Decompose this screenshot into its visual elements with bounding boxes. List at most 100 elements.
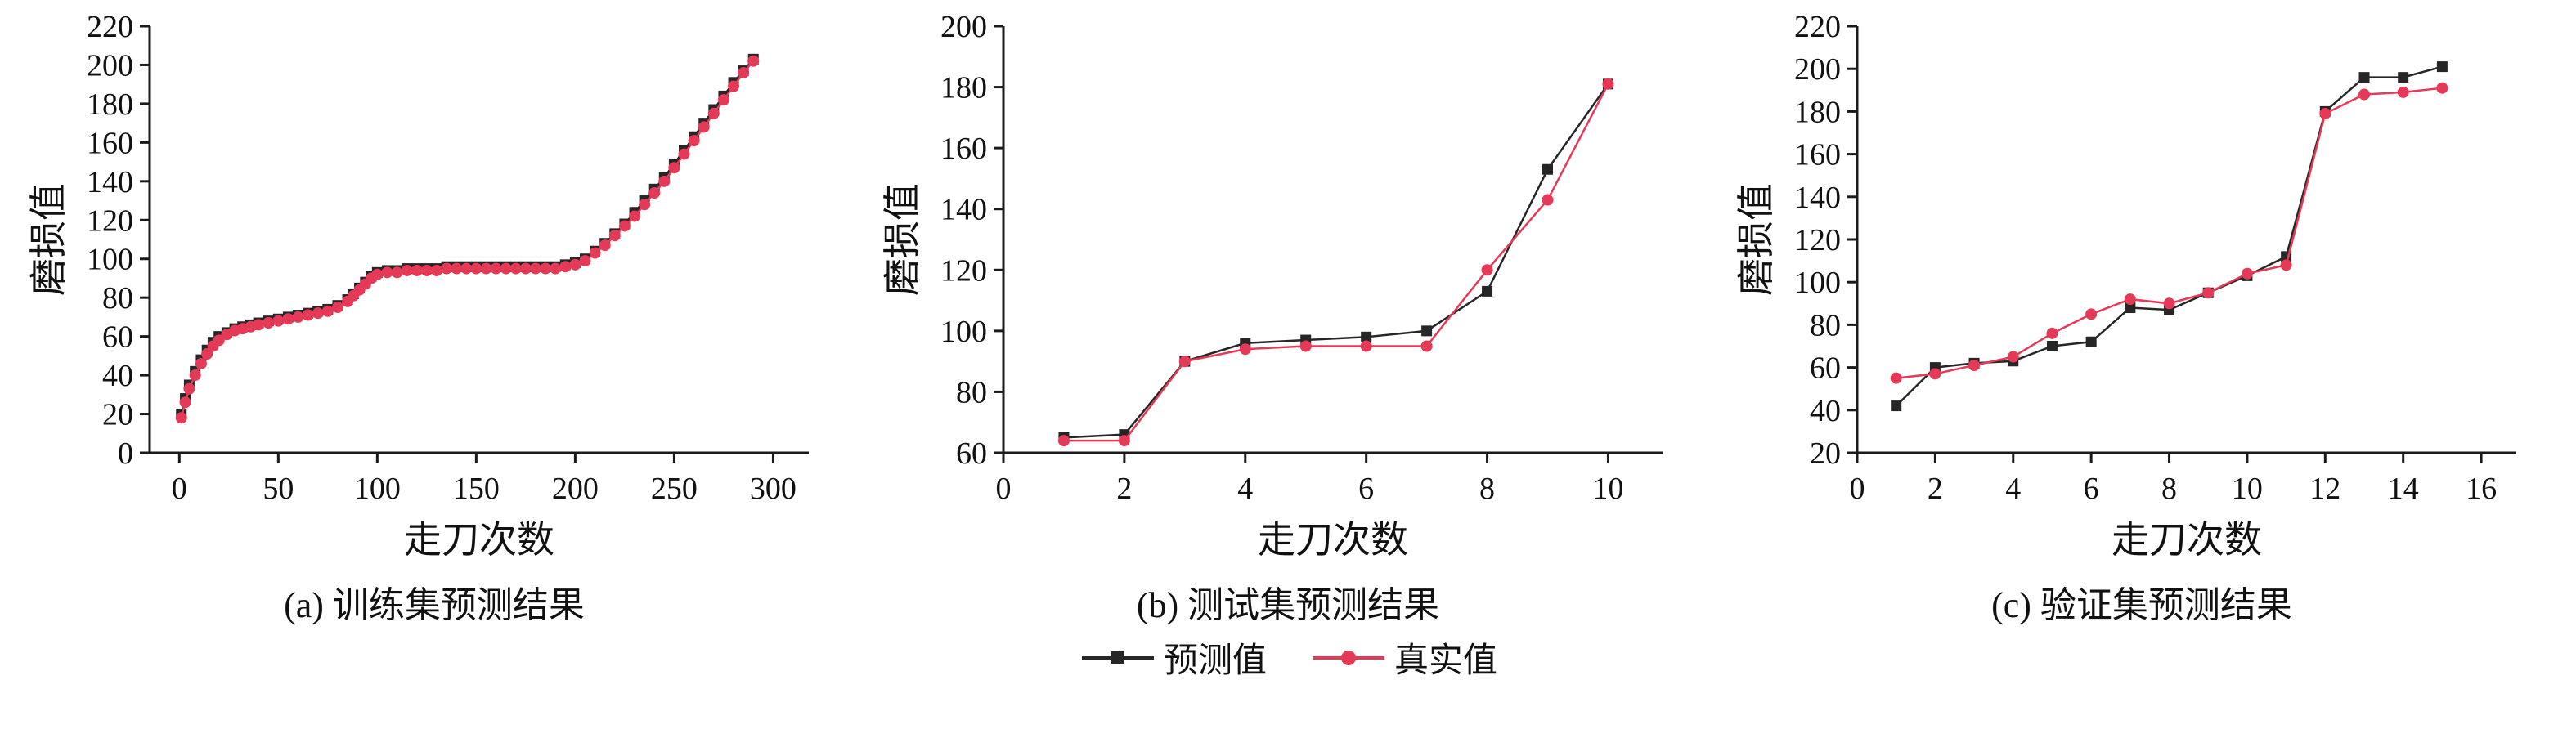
x-axis-label: 走刀次数 <box>404 519 554 561</box>
y-tick-label: 120 <box>1794 223 1841 257</box>
chart-c-validation: 0 2 4 6 8 10 12 14 16 20 40 60 80 100 120 140 160 180 200 2… <box>1733 3 2551 575</box>
circle-marker <box>302 309 314 321</box>
circle-marker <box>213 334 225 347</box>
circle-marker <box>569 258 581 271</box>
legend-circle-marker <box>1341 650 1356 665</box>
legend-item-predicted: 预测值 <box>1079 633 1267 682</box>
x-tick-label: 50 <box>263 472 294 506</box>
y-tick-label: 140 <box>1794 181 1841 215</box>
circle-marker <box>1481 264 1493 276</box>
x-tick-label: 150 <box>453 472 500 506</box>
circle-marker <box>470 262 482 275</box>
x-tick-label: 100 <box>354 472 401 506</box>
y-tick-label: 60 <box>1810 351 1841 386</box>
square-marker <box>2125 302 2136 314</box>
x-tick-label: 10 <box>1592 472 1623 506</box>
y-tick-label: 140 <box>940 193 987 227</box>
y-tick-label: 20 <box>1810 436 1841 471</box>
circle-marker <box>253 319 265 331</box>
chart-panel-a: 0 50 100 150 200 250 300 0 20 40 60 80 100 120 140 160 1… <box>13 3 855 628</box>
y-tick-label: 0 <box>118 436 133 471</box>
circle-marker <box>2358 88 2370 101</box>
y-tick-label: 200 <box>940 10 987 44</box>
square-marker <box>2046 341 2058 351</box>
y-tick-label: 120 <box>940 253 987 288</box>
circle-marker <box>175 412 187 424</box>
y-tick-label: 80 <box>102 281 133 315</box>
x-tick-label: 6 <box>2084 472 2099 506</box>
series-predicted-line <box>1063 83 1609 439</box>
y-tick-label: 100 <box>940 315 987 349</box>
y-tick-label: 220 <box>87 10 133 44</box>
circle-marker <box>381 266 393 279</box>
y-axis-label: 磨损值 <box>882 183 923 296</box>
circle-marker <box>509 262 522 275</box>
circle-marker <box>688 134 700 146</box>
square-marker <box>1891 400 1902 412</box>
circle-marker <box>263 317 275 329</box>
chart-b-caption: (b) 测试集预测结果 <box>1136 585 1440 625</box>
circle-marker <box>2124 293 2136 306</box>
circle-marker <box>648 187 661 199</box>
x-tick-label: 10 <box>2232 472 2263 506</box>
circle-marker <box>540 262 552 275</box>
x-tick-label: 4 <box>2005 472 2021 506</box>
circle-marker <box>2280 259 2292 271</box>
circle-marker <box>195 357 207 369</box>
circle-marker <box>420 264 433 276</box>
chart-panels: 0 50 100 150 200 250 300 0 20 40 60 80 100 120 140 160 1… <box>13 0 2563 628</box>
circle-marker <box>480 262 492 275</box>
circle-marker <box>460 262 473 275</box>
y-tick-label: 40 <box>102 359 133 393</box>
x-tick-label: 2 <box>1116 472 1132 506</box>
circle-marker <box>292 311 304 323</box>
circle-marker <box>529 262 541 275</box>
actual-circle-marker-icon <box>1309 644 1388 672</box>
series-actual-line <box>1896 87 2443 379</box>
chart-a-training: 0 50 100 150 200 250 300 0 20 40 60 80 100 120 140 160 1… <box>25 3 843 575</box>
circle-marker <box>500 262 512 275</box>
legend-square-marker <box>1111 651 1124 664</box>
circle-marker <box>2202 287 2215 299</box>
series-predicted-line <box>1895 65 2443 407</box>
circle-marker <box>201 347 213 360</box>
square-marker <box>2436 61 2448 73</box>
circle-marker <box>1890 372 1902 384</box>
circle-marker <box>639 199 651 211</box>
circle-marker <box>629 210 641 222</box>
square-marker <box>2358 72 2370 83</box>
circle-marker <box>272 315 285 327</box>
circle-marker <box>1542 194 1554 206</box>
y-axis-label: 磨损值 <box>28 183 70 296</box>
y-tick-label: 100 <box>1794 266 1841 300</box>
circle-marker <box>183 382 195 395</box>
x-tick-label: 0 <box>172 472 187 506</box>
circle-marker <box>589 247 601 259</box>
x-tick-label: 300 <box>750 472 797 506</box>
circle-marker <box>2085 308 2098 320</box>
circle-marker <box>411 264 423 276</box>
circle-marker <box>282 313 294 325</box>
circle-marker <box>747 55 760 67</box>
y-tick-label: 80 <box>956 375 987 409</box>
circle-marker <box>2241 267 2253 280</box>
x-tick-label: 0 <box>1850 472 1865 506</box>
y-tick-label: 60 <box>956 436 987 471</box>
circle-marker <box>401 264 413 276</box>
x-tick-label: 16 <box>2466 472 2497 506</box>
circle-marker <box>1299 340 1312 352</box>
series-predicted-line <box>180 58 755 414</box>
circle-marker <box>391 266 403 279</box>
chart-b-test: 0 2 4 6 8 10 60 80 100 120 140 160 180 200 走刀次数 磨损值 <box>879 3 1697 575</box>
x-tick-label: 2 <box>1928 472 1943 506</box>
circle-marker <box>2046 327 2058 339</box>
y-tick-label: 40 <box>1810 394 1841 428</box>
series-actual-line <box>1063 83 1609 442</box>
x-tick-label: 0 <box>996 472 1012 506</box>
y-tick-label: 100 <box>87 243 133 277</box>
x-tick-label: 14 <box>2388 472 2419 506</box>
circle-marker <box>430 264 442 276</box>
y-tick-label: 160 <box>940 132 987 166</box>
x-tick-label: 250 <box>651 472 698 506</box>
circle-marker <box>658 175 671 187</box>
